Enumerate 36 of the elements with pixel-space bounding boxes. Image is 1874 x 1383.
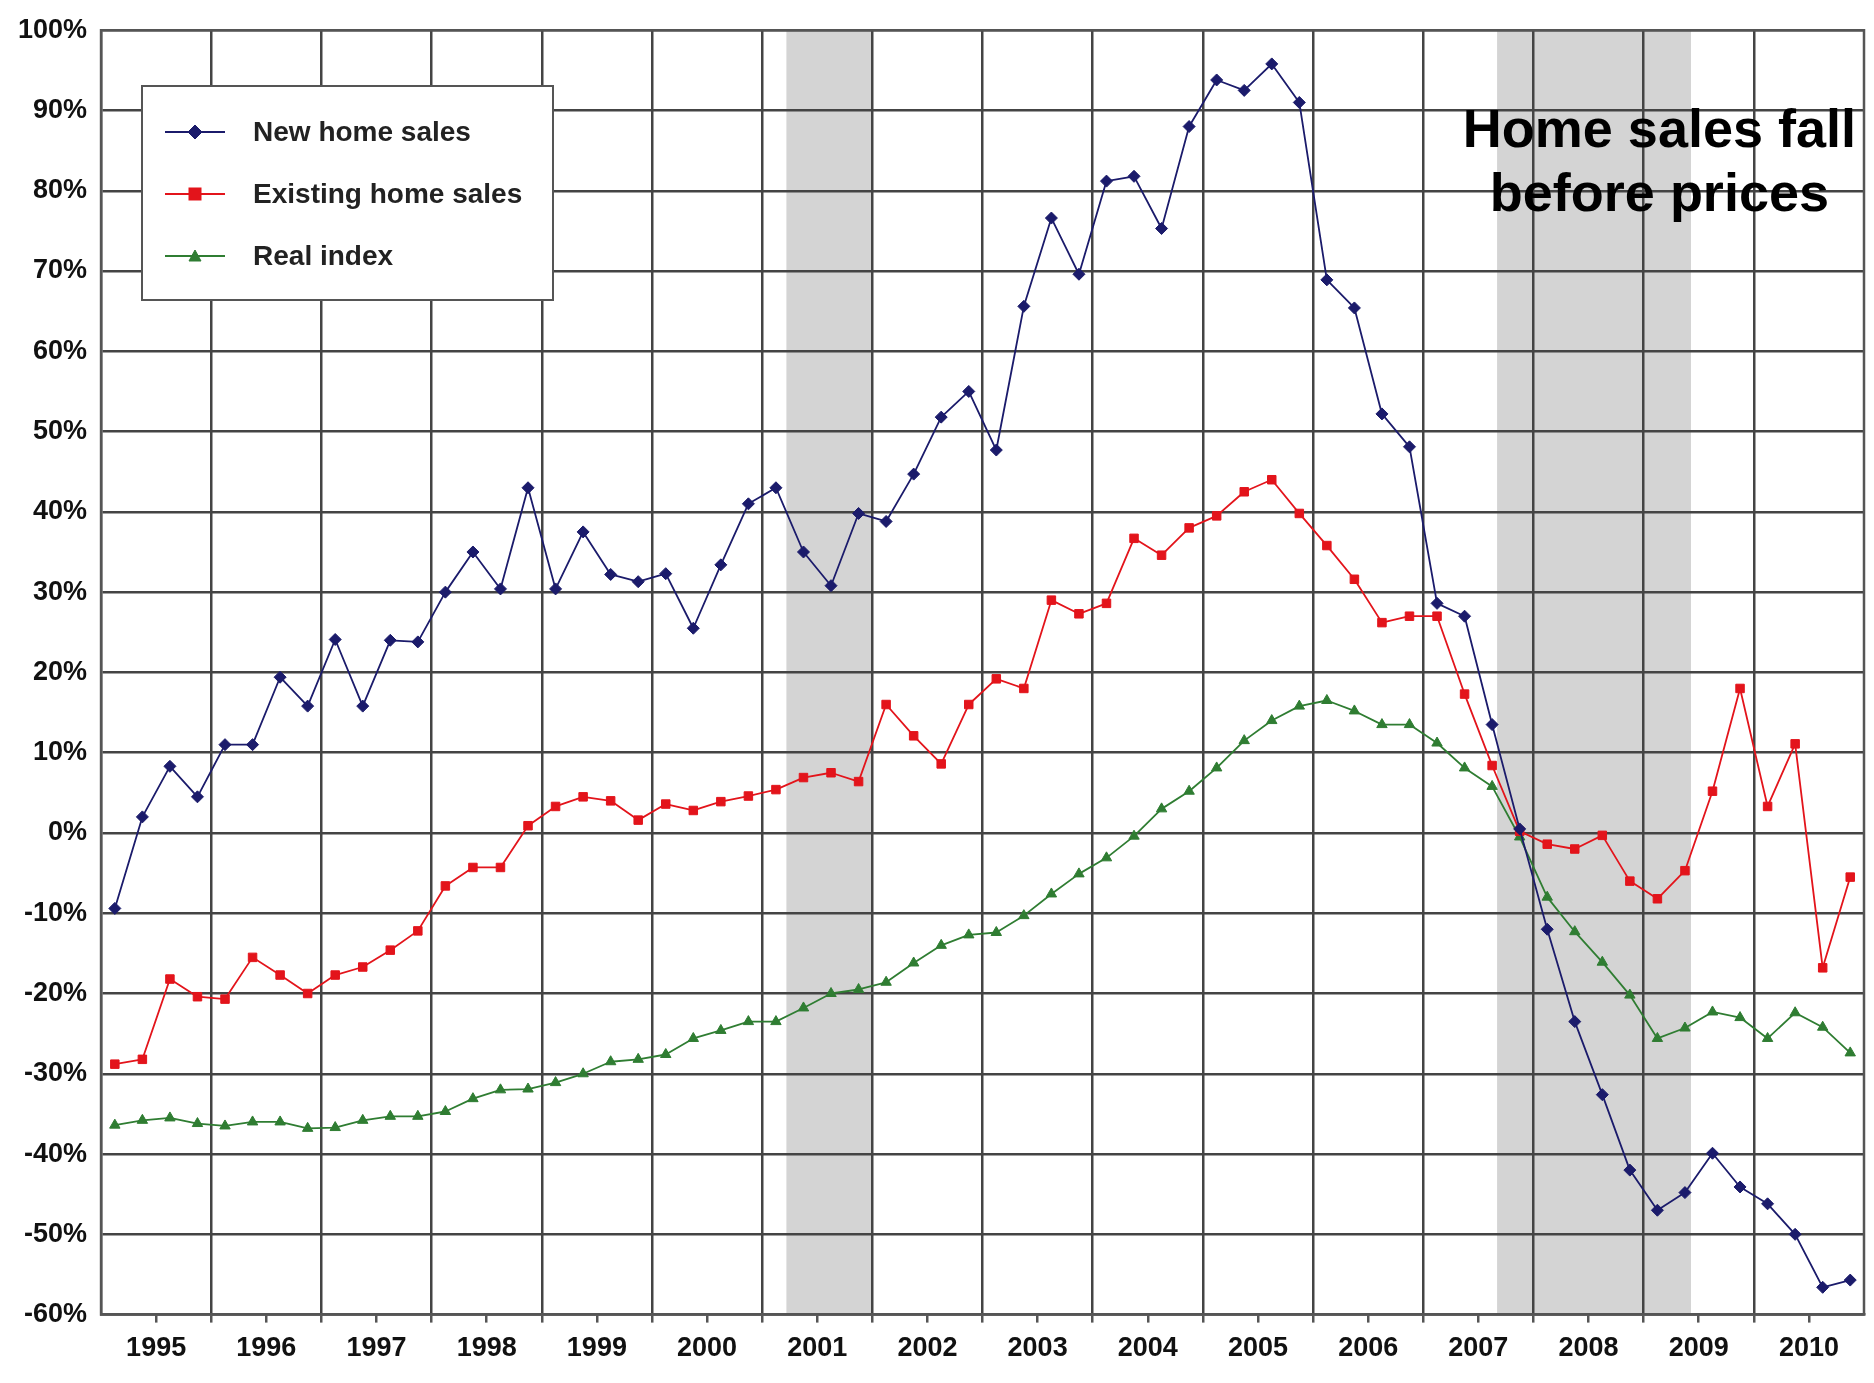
legend-label: Existing home sales bbox=[253, 178, 523, 211]
x-tick-label: 1997 bbox=[346, 1332, 407, 1363]
x-tick-label: 1996 bbox=[236, 1332, 297, 1363]
y-tick-label: 80% bbox=[33, 174, 88, 205]
x-tick-label: 1998 bbox=[456, 1332, 517, 1363]
y-tick-label: 10% bbox=[33, 736, 88, 767]
y-tick-label: 0% bbox=[48, 816, 88, 847]
x-tick-label: 2001 bbox=[787, 1332, 848, 1363]
x-tick-label: 2007 bbox=[1448, 1332, 1509, 1363]
y-tick-label: 40% bbox=[33, 495, 88, 526]
y-tick-label: 70% bbox=[33, 254, 88, 285]
y-tick-label: 50% bbox=[33, 415, 88, 446]
y-tick-label: -30% bbox=[24, 1057, 88, 1088]
x-tick-label: 1999 bbox=[566, 1332, 627, 1363]
y-tick-label: 100% bbox=[17, 13, 88, 44]
y-tick-label: -40% bbox=[24, 1137, 88, 1168]
x-tick-label: 2006 bbox=[1338, 1332, 1399, 1363]
y-tick-label: 60% bbox=[33, 334, 88, 365]
y-tick-label: 30% bbox=[33, 575, 88, 606]
y-tick-label: -60% bbox=[24, 1298, 88, 1329]
x-tick-label: 2002 bbox=[897, 1332, 958, 1363]
y-tick-label: -10% bbox=[24, 896, 88, 927]
y-tick-label: -20% bbox=[24, 976, 88, 1007]
y-tick-label: -50% bbox=[24, 1217, 88, 1248]
legend-label: Real index bbox=[253, 240, 394, 273]
x-tick-label: 2000 bbox=[677, 1332, 738, 1363]
y-tick-label: 20% bbox=[33, 655, 88, 686]
x-tick-label: 1995 bbox=[126, 1332, 187, 1363]
x-tick-label: 2004 bbox=[1117, 1332, 1178, 1363]
x-tick-label: 2005 bbox=[1227, 1332, 1289, 1363]
y-tick-label: 90% bbox=[33, 93, 88, 124]
x-tick-label: 2008 bbox=[1558, 1332, 1619, 1363]
x-tick-label: 2010 bbox=[1778, 1332, 1839, 1363]
x-tick-label: 2009 bbox=[1668, 1332, 1729, 1363]
legend-label: New home sales bbox=[253, 116, 471, 149]
x-tick-label: 2003 bbox=[1007, 1332, 1068, 1363]
